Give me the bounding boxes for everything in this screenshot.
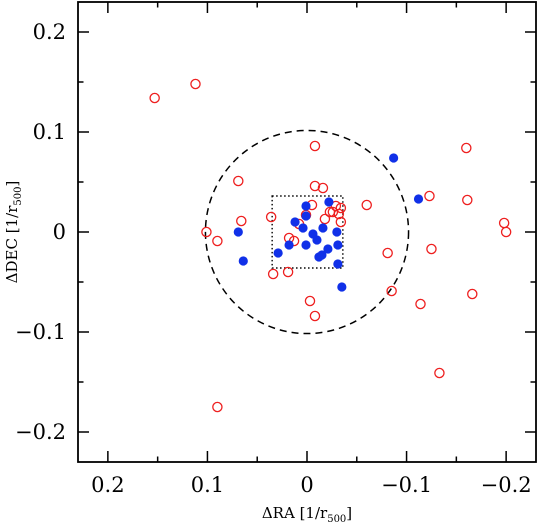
open-point	[309, 180, 321, 192]
data-points	[149, 78, 512, 413]
open-point	[434, 367, 445, 379]
filled-point	[233, 227, 243, 237]
open-point	[500, 226, 512, 238]
filled-point	[333, 240, 343, 250]
x-tick-label: −0.2	[481, 473, 532, 497]
open-point	[304, 295, 316, 307]
filled-point	[301, 211, 311, 221]
open-point	[212, 235, 223, 247]
dashed-circle	[204, 129, 410, 335]
tick-labels: 0.2 0.1 0 −0.1 −0.2 0.2 0.1 0 −0.1 −0.2	[15, 20, 532, 497]
filled-point	[337, 282, 347, 292]
open-point	[190, 78, 201, 90]
axis-ticks	[78, 2, 536, 462]
filled-point	[301, 240, 311, 250]
open-point	[335, 216, 347, 228]
filled-point	[301, 201, 311, 211]
open-point	[201, 226, 212, 238]
x-tick-label: 0.1	[191, 473, 224, 497]
x-axis-label: ΔRA [1/r500]	[262, 504, 352, 524]
filled-point	[333, 259, 343, 269]
filled-point	[298, 223, 308, 233]
open-point	[309, 310, 321, 322]
open-point	[317, 182, 329, 194]
open-point	[461, 142, 472, 154]
overlays	[204, 129, 410, 335]
plot-frame	[77, 1, 537, 463]
open-point	[233, 175, 244, 187]
filled-point	[323, 244, 333, 254]
open-point	[361, 199, 372, 211]
filled-point	[324, 197, 334, 207]
open-point	[267, 268, 279, 280]
x-tick-label: 0	[300, 473, 313, 497]
x-tick-label: 0.2	[91, 473, 124, 497]
open-point	[386, 285, 397, 297]
open-point	[424, 190, 435, 202]
open-point	[282, 266, 294, 278]
filled-point	[284, 240, 294, 250]
filled-point	[332, 227, 342, 237]
open-point	[309, 140, 321, 152]
open-point	[426, 243, 437, 255]
y-tick-label: −0.2	[15, 420, 66, 444]
filled-point	[413, 194, 424, 204]
dotted-box	[271, 195, 344, 269]
open-point	[212, 401, 223, 413]
filled-point	[389, 153, 399, 163]
open-point	[333, 208, 345, 220]
open-point	[415, 298, 426, 310]
open-point	[462, 194, 473, 206]
axis-labels: ΔRA [1/r500] ΔDEC [1/r500]	[3, 181, 352, 524]
open-point	[149, 92, 160, 104]
y-tick-label: 0.2	[33, 20, 66, 44]
open-point	[265, 211, 277, 223]
filled-point	[312, 235, 322, 245]
y-tick-label: −0.1	[15, 320, 66, 344]
filled-point	[238, 256, 248, 266]
open-point	[319, 213, 331, 225]
y-tick-label: 0.1	[33, 120, 66, 144]
filled-point	[318, 223, 328, 233]
open-point	[236, 215, 247, 227]
open-point	[382, 247, 393, 259]
y-axis-label: ΔDEC [1/r500]	[3, 181, 24, 284]
filled-point	[273, 248, 283, 258]
filled-point	[290, 217, 300, 227]
x-tick-label: −0.1	[381, 473, 432, 497]
open-point	[335, 202, 347, 214]
open-point	[467, 288, 478, 300]
open-point	[498, 217, 510, 229]
y-tick-label: 0	[53, 220, 66, 244]
filled-point	[317, 250, 327, 260]
